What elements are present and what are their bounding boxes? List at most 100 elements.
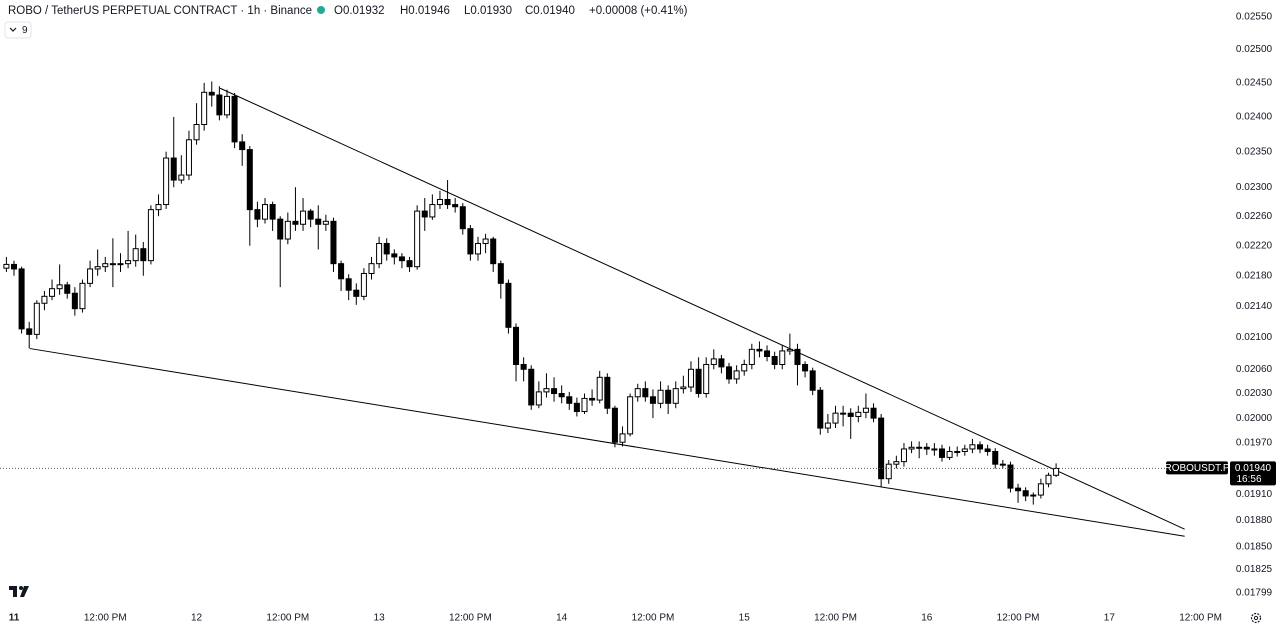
candle-body bbox=[132, 248, 139, 262]
candle-body bbox=[353, 289, 360, 297]
candle-body bbox=[71, 292, 78, 310]
y-tick-label: 0.02060 bbox=[1236, 364, 1273, 375]
candle-body bbox=[969, 444, 976, 450]
candle-body bbox=[102, 263, 109, 268]
candle-body bbox=[916, 446, 923, 449]
candle-body bbox=[1015, 487, 1022, 492]
candle-body bbox=[429, 204, 436, 218]
trendline bbox=[29, 348, 1185, 537]
logo bbox=[9, 586, 29, 597]
candle-body bbox=[482, 238, 489, 244]
x-tick-label: 14 bbox=[556, 613, 568, 624]
candle-body bbox=[832, 412, 839, 424]
candle-body bbox=[322, 220, 329, 225]
last-price-box bbox=[1230, 461, 1276, 486]
candle-body bbox=[254, 209, 261, 220]
candle-body bbox=[619, 433, 626, 443]
candle-body bbox=[977, 444, 984, 450]
settings-button[interactable] bbox=[1250, 612, 1262, 624]
y-tick-label: 0.01910 bbox=[1236, 489, 1273, 500]
gear-icon-center[interactable] bbox=[1253, 615, 1259, 621]
candle-body bbox=[840, 412, 847, 415]
candle-body bbox=[109, 263, 116, 266]
candle-body bbox=[360, 272, 367, 297]
gear-icon[interactable] bbox=[1250, 612, 1262, 624]
candle-body bbox=[535, 391, 542, 406]
candle-body bbox=[855, 411, 862, 417]
x-tick-label: 12:00 PM bbox=[449, 613, 492, 624]
indicator-toggle-box[interactable] bbox=[4, 21, 32, 39]
x-tick-label: 11 bbox=[9, 613, 20, 624]
candle-body bbox=[779, 350, 786, 365]
candle-body bbox=[452, 204, 459, 208]
candle-body bbox=[862, 407, 869, 413]
candle-body bbox=[634, 388, 641, 398]
candle-body bbox=[1045, 474, 1052, 485]
candle-body bbox=[262, 204, 269, 220]
candle-body bbox=[665, 389, 672, 404]
trendline-layer bbox=[29, 87, 1185, 537]
candle-body bbox=[520, 363, 527, 370]
candle-body bbox=[505, 282, 512, 328]
y-tick-label: 0.01825 bbox=[1236, 564, 1273, 575]
x-tick-label: 12:00 PM bbox=[814, 613, 857, 624]
candle-body bbox=[246, 149, 253, 211]
candle-body bbox=[467, 228, 474, 255]
x-tick-label: 12:00 PM bbox=[632, 613, 675, 624]
candle-body bbox=[406, 260, 413, 268]
candle-body bbox=[938, 448, 946, 458]
y-tick-label: 0.01880 bbox=[1236, 515, 1273, 526]
candle-body bbox=[802, 363, 809, 372]
candle-body bbox=[771, 356, 778, 365]
candle-body bbox=[999, 463, 1006, 466]
candle-body bbox=[992, 450, 999, 465]
candle-body bbox=[756, 348, 763, 352]
candle-body bbox=[490, 238, 497, 265]
x-tick-label: 15 bbox=[739, 613, 751, 624]
y-tick-label: 0.02260 bbox=[1236, 211, 1273, 222]
candle-body bbox=[376, 242, 383, 265]
candle-body bbox=[672, 388, 679, 404]
candle-layer bbox=[3, 81, 1060, 505]
x-tick-label: 12:00 PM bbox=[997, 613, 1040, 624]
y-tick-label: 0.02220 bbox=[1236, 240, 1273, 251]
candle-body bbox=[923, 446, 930, 450]
candle-body bbox=[528, 368, 535, 406]
logo-part bbox=[9, 586, 17, 597]
candle-body bbox=[398, 256, 405, 262]
candle-body bbox=[900, 448, 907, 463]
ohlc-close: C0.01940 bbox=[525, 5, 575, 17]
candle-body bbox=[1022, 490, 1029, 497]
candle-body bbox=[41, 295, 48, 304]
candle-body bbox=[1030, 494, 1037, 497]
candle-body bbox=[147, 209, 154, 262]
x-tick-label: 12:00 PM bbox=[266, 613, 309, 624]
logo-part bbox=[20, 586, 29, 597]
indicator-count[interactable]: 9 bbox=[22, 25, 28, 36]
candle-body bbox=[185, 139, 192, 176]
candle-body bbox=[649, 396, 656, 404]
candle-body bbox=[330, 220, 337, 265]
y-tick-label: 0.02030 bbox=[1236, 388, 1273, 399]
y-tick-label: 0.02180 bbox=[1236, 270, 1273, 281]
candle-body bbox=[178, 174, 185, 181]
candle-body bbox=[444, 198, 451, 206]
candle-body bbox=[878, 417, 885, 480]
indicator-toggle[interactable]: 9 bbox=[4, 21, 32, 39]
candle-body bbox=[216, 94, 223, 116]
candle-body bbox=[56, 284, 63, 290]
candle-body bbox=[543, 388, 550, 393]
candle-body bbox=[1037, 483, 1044, 496]
candle-body bbox=[695, 368, 702, 395]
y-tick-label: 0.02450 bbox=[1236, 77, 1273, 88]
candle-body bbox=[474, 242, 482, 255]
candle-body bbox=[117, 263, 124, 266]
candle-body bbox=[292, 220, 299, 225]
candle-body bbox=[368, 263, 375, 274]
candle-body bbox=[193, 124, 200, 141]
ohlc-change: +0.00008 (+0.41%) bbox=[589, 5, 688, 17]
candle-body bbox=[893, 461, 900, 465]
candle-body bbox=[201, 91, 208, 126]
